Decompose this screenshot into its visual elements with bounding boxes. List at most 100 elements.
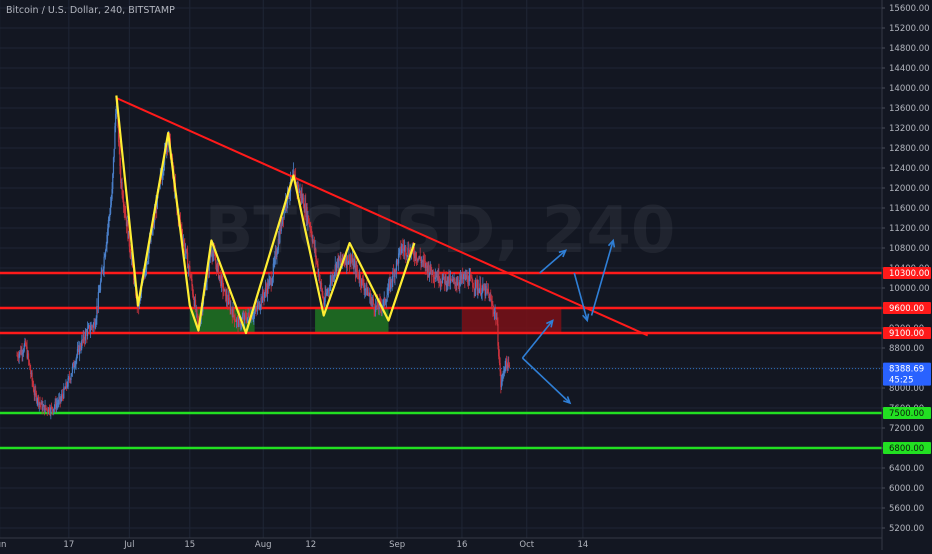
candle-body [221,277,223,281]
candle-body [488,293,490,301]
projection-arrow[interactable] [521,319,554,359]
y-tick-label: 5600.00 [889,504,924,514]
candle-body [79,345,81,355]
candle-body [459,275,462,280]
candle-body [266,283,269,295]
candle-body [213,249,215,255]
zigzag-pattern[interactable] [115,95,416,335]
projection-arrows[interactable] [521,238,616,405]
y-tick-label: 12800.00 [889,144,930,154]
candle-body [102,270,104,272]
candle-body [21,349,23,355]
candle-body [191,278,193,287]
candle-body [19,350,21,354]
candle-body [257,302,259,305]
candle-body [25,341,27,346]
projection-arrow[interactable] [573,272,589,321]
projection-arrow[interactable] [521,357,571,404]
candle-body [146,261,148,264]
candle-body [368,294,370,297]
candle-body [499,362,501,372]
candle-body [491,302,493,305]
candle-body [389,281,391,290]
x-tick-label: Sep [389,540,405,550]
candle-body [66,386,68,388]
candle-body [95,317,97,324]
candle-body [269,278,271,281]
candle-body [222,280,224,291]
candle-body [267,283,269,289]
candle-body [508,362,510,366]
pattern-overlay[interactable] [115,95,649,337]
candle-body [494,311,496,313]
candle-body [143,277,146,279]
candle-body [30,369,32,375]
candle-body [277,249,279,254]
candle-body [53,406,56,409]
candle-body [33,391,35,396]
candle-body [376,301,378,307]
descending-trendline[interactable] [115,97,649,337]
candle-body [48,407,50,412]
candle-body [189,275,192,278]
candle-body [490,296,492,299]
candle-body [117,117,120,143]
candle-body [90,325,92,330]
candle-body [383,297,385,301]
candle-body [426,263,428,267]
candle-body [396,259,398,261]
candle-body [118,142,120,146]
candle-body [362,278,364,280]
candle-body [73,362,75,368]
projection-arrow[interactable] [590,240,614,316]
candle-body [181,228,183,237]
candle-body [76,348,79,356]
projection-arrow-head [607,238,616,248]
candle-body [129,246,131,254]
candle-body [490,298,493,303]
candle-body [182,241,184,243]
candle-body [506,364,508,371]
candle-body [293,171,295,175]
candle-body [488,291,490,294]
candle-body [462,276,464,280]
y-tick-label: 13200.00 [889,124,930,134]
candle-body [292,171,295,177]
candle-body [57,403,59,405]
candle-body [446,283,448,287]
candle-body [398,253,400,264]
candle-body [166,143,168,152]
candle-body [414,252,416,259]
candle-body [352,258,354,269]
candle-body [82,334,84,341]
y-tick-label: 14800.00 [889,44,930,54]
candle-body [92,326,94,328]
candle-body [264,287,266,293]
candle-body [443,273,445,277]
candle-body [37,397,39,401]
projection-arrow[interactable] [539,249,567,274]
candle-body [294,174,296,178]
horizontal-levels[interactable] [0,271,882,450]
candle-body [214,254,216,261]
candle-body [272,263,274,278]
candle-body [306,207,308,223]
candle-body [350,259,352,261]
candle-body [278,239,280,243]
candle-body [193,298,195,307]
candle-body [326,292,328,294]
candle-body [345,262,347,266]
candle-body [318,273,320,275]
candle-body [393,271,395,278]
y-tick-label: 13600.00 [889,104,930,114]
x-tick-label: Aug [255,540,272,550]
x-axis[interactable]: Jun 17 Jul 15 Aug 12 Sep 16 Oct 14 [0,537,932,550]
candle-body [188,266,190,267]
candle-body [416,259,418,261]
candle-body [473,287,475,290]
candle-body [74,365,76,368]
candle-body [454,282,457,286]
candle-body [44,405,46,412]
